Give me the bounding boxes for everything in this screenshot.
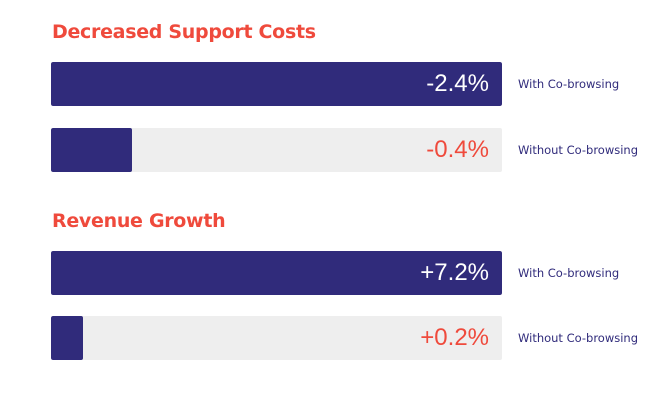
series-label: With Co-browsing — [518, 266, 620, 280]
bar-fill — [51, 251, 502, 295]
section-title-revenue-growth: Revenue Growth — [52, 210, 226, 232]
bar-fill — [51, 316, 83, 360]
bar-value-label: +7.2% — [420, 259, 489, 286]
bar-fill — [51, 62, 502, 106]
bar-track: -2.4% — [51, 62, 502, 106]
bar-value-label: -2.4% — [426, 70, 489, 97]
bar-fill — [51, 128, 133, 172]
bar-track: +7.2% — [51, 251, 502, 295]
section-title-support-costs: Decreased Support Costs — [52, 21, 316, 43]
bar-track: +0.2% — [51, 316, 502, 360]
series-label: With Co-browsing — [518, 77, 620, 91]
bar-value-label: -0.4% — [426, 136, 489, 163]
series-label: Without Co-browsing — [518, 331, 639, 345]
bar-track: -0.4% — [51, 128, 502, 172]
series-label: Without Co-browsing — [518, 143, 639, 157]
bar-value-label: +0.2% — [420, 324, 489, 351]
